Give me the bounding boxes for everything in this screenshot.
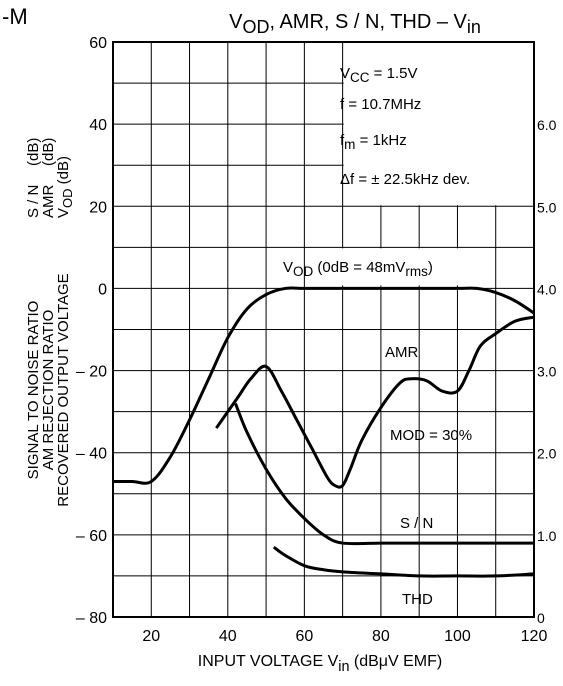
y-tick-label: – 40: [76, 446, 107, 463]
series-line-vod: [113, 286, 535, 485]
condition-text: VCC = 1.5V: [340, 65, 417, 85]
x-tick-label: 20: [142, 628, 160, 645]
plot-frame: [112, 41, 535, 618]
x-axis-label: INPUT VOLTAGE Vin (dBμV EMF): [198, 653, 442, 675]
series-line-sn: [234, 402, 534, 546]
series-line-amr: [215, 315, 535, 489]
y-axis-unit-label: S / N(dB): [25, 138, 42, 218]
y-axis-label-line: AM REJECTION RATIO: [40, 310, 57, 471]
series-label-vod: VOD (0dB = 48mVrms): [283, 259, 433, 279]
y-axis-label-line: SIGNAL TO NOISE RATIO: [25, 301, 42, 480]
y2-tick-label: 6.0: [537, 117, 557, 133]
y-axis-label-line: RECOVERED OUTPUT VOLTAGE: [55, 273, 72, 506]
series-line-thd: [272, 545, 535, 578]
x-tick-label: 40: [219, 628, 237, 645]
top-left-fragment: -M: [2, 4, 28, 29]
y2-tick-label: 1.0: [537, 528, 557, 544]
x-tick-label: 80: [372, 628, 390, 645]
y2-tick-label: 2.0: [537, 446, 557, 462]
condition-text: fm = 1kHz: [340, 132, 407, 152]
y-tick-label: – 60: [76, 528, 107, 545]
annotation-mod: MOD = 30%: [390, 427, 472, 444]
condition-text: f = 10.7MHz: [340, 96, 421, 113]
y2-tick-label: 0: [537, 610, 545, 626]
y-tick-label: 0: [98, 281, 107, 298]
y-tick-label: 40: [89, 117, 107, 134]
condition-text: Δf = ± 22.5kHz dev.: [340, 171, 470, 188]
vod-label-box: [305, 248, 495, 286]
series-label-sn: S / N: [400, 515, 433, 532]
y-tick-label: 20: [89, 199, 107, 216]
x-tick-label: 60: [295, 628, 313, 645]
y-tick-label: – 20: [76, 364, 107, 381]
y-axis-unit-label: AMR(dB): [40, 138, 57, 218]
series-label-amr: AMR: [385, 344, 419, 361]
conditions-box: [343, 43, 533, 206]
y2-tick-label: 3.0: [537, 364, 557, 380]
y-tick-label: 60: [89, 35, 107, 52]
y2-tick-label: 4.0: [537, 281, 557, 297]
series-label-thd: THD: [402, 591, 433, 608]
y-tick-label: – 80: [76, 610, 107, 627]
y-axis-unit-label: VOD (dB): [55, 156, 75, 218]
x-tick-label: 100: [444, 628, 471, 645]
x-tick-label: 120: [521, 628, 548, 645]
y2-tick-label: 5.0: [537, 199, 557, 215]
chart-title: VOD, AMR, S / N, THD – Vin: [229, 11, 481, 37]
